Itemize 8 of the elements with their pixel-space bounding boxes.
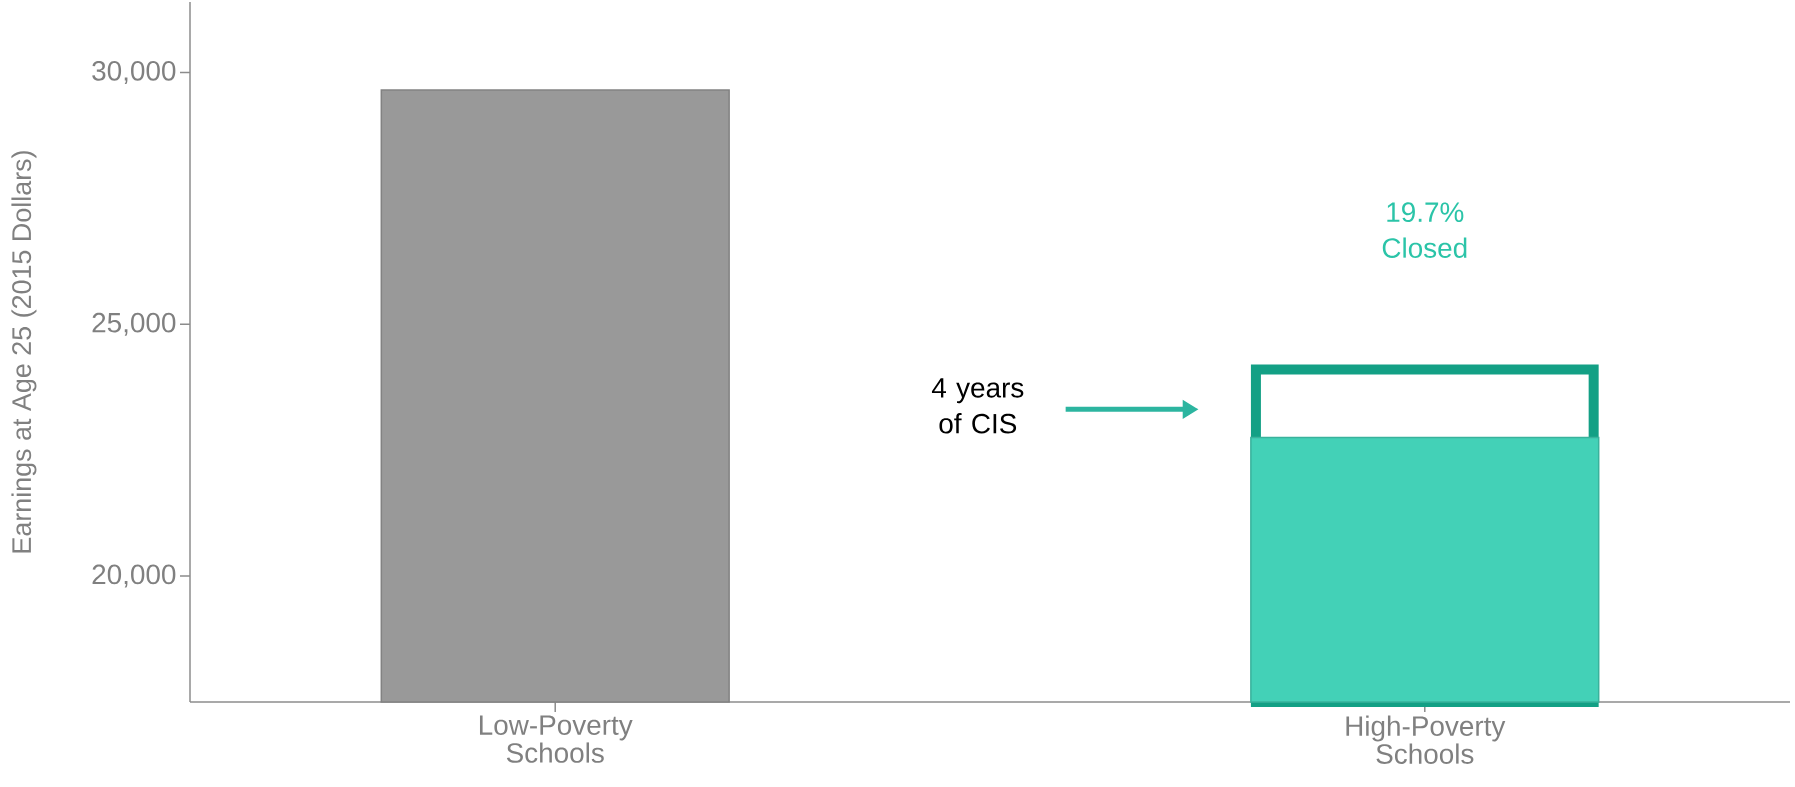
annotation: 19.7% Closed [1382,202,1467,258]
y-tick-label: 30,000 [92,60,176,85]
x-tick-label: Low-Poverty Schools [479,715,633,763]
y-tick-label: 20,000 [92,564,176,588]
y-axis-title: Earnings at Age 25 (2015 Dollars) [11,151,37,553]
y-tick-label: 25,000 [92,312,176,336]
x-tick-label: High-Poverty Schools [1346,715,1506,764]
annotation: 4 years of CIS [931,378,1024,434]
